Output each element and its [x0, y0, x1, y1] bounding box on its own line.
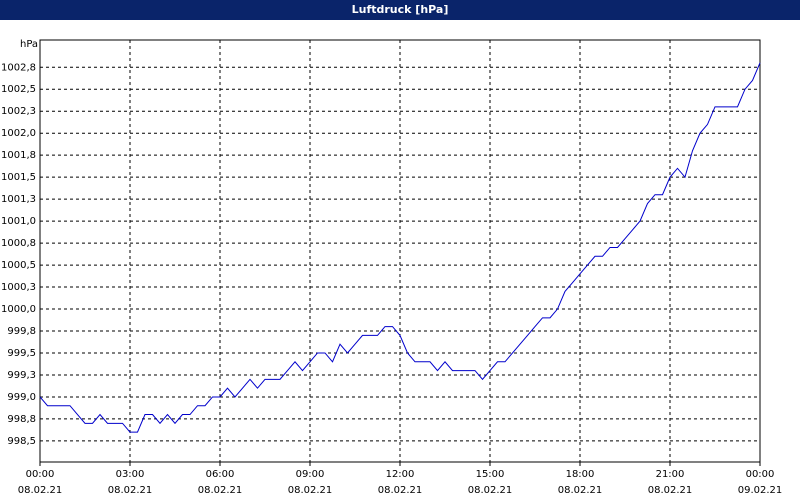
y-tick-label: 1001,0 — [1, 216, 36, 227]
y-tick-label: 1002,8 — [1, 62, 36, 73]
x-tick-label: 00:00 — [746, 469, 775, 480]
x-tick-label: 21:00 — [656, 469, 685, 480]
chart: hPa 998,5 998,8 999,0 999,3 999,5 999,8 1000,0… — [1, 39, 783, 496]
x-tick-date: 08.02.21 — [198, 485, 243, 496]
x-tick-label: 03:00 — [116, 469, 145, 480]
x-tick-label: 12:00 — [386, 469, 415, 480]
window-title: Luftdruck [hPa] — [0, 0, 800, 20]
y-tick-label: 1002,5 — [1, 84, 36, 95]
y-tick-label: 1001,8 — [1, 150, 36, 161]
x-tick-date: 08.02.21 — [108, 485, 153, 496]
x-tick-date: 08.02.21 — [468, 485, 513, 496]
y-tick-label: 1002,0 — [1, 128, 36, 139]
x-tick-date: 08.02.21 — [18, 485, 63, 496]
y-axis-label: hPa — [20, 39, 38, 50]
x-tick-date: 08.02.21 — [288, 485, 333, 496]
x-tick-date: 09.02.21 — [738, 485, 783, 496]
x-tick-label: 00:00 — [26, 469, 55, 480]
x-tick-label: 15:00 — [476, 469, 505, 480]
y-tick-label: 999,0 — [7, 392, 36, 403]
y-tick-label: 999,5 — [7, 348, 36, 359]
x-tick-label: 18:00 — [566, 469, 595, 480]
y-tick-label: 1000,5 — [1, 260, 36, 271]
x-tick-date: 08.02.21 — [648, 485, 693, 496]
data-line — [39, 62, 761, 433]
y-tick-label: 999,8 — [7, 326, 36, 337]
x-tick-label: 06:00 — [206, 469, 235, 480]
y-tick-label: 999,3 — [7, 370, 36, 381]
y-tick-label: 1000,0 — [1, 304, 36, 315]
y-tick-label: 1000,8 — [1, 238, 36, 249]
y-tick-label: 1000,3 — [1, 282, 36, 293]
y-tick-label: 1001,3 — [1, 194, 36, 205]
x-tick-date: 08.02.21 — [558, 485, 603, 496]
x-tick-label: 09:00 — [296, 469, 325, 480]
y-tick-label: 998,5 — [7, 436, 36, 447]
y-tick-label: 1002,3 — [1, 106, 36, 117]
x-tick-date: 08.02.21 — [378, 485, 423, 496]
y-tick-label: 998,8 — [7, 414, 36, 425]
y-tick-label: 1001,5 — [1, 172, 36, 183]
